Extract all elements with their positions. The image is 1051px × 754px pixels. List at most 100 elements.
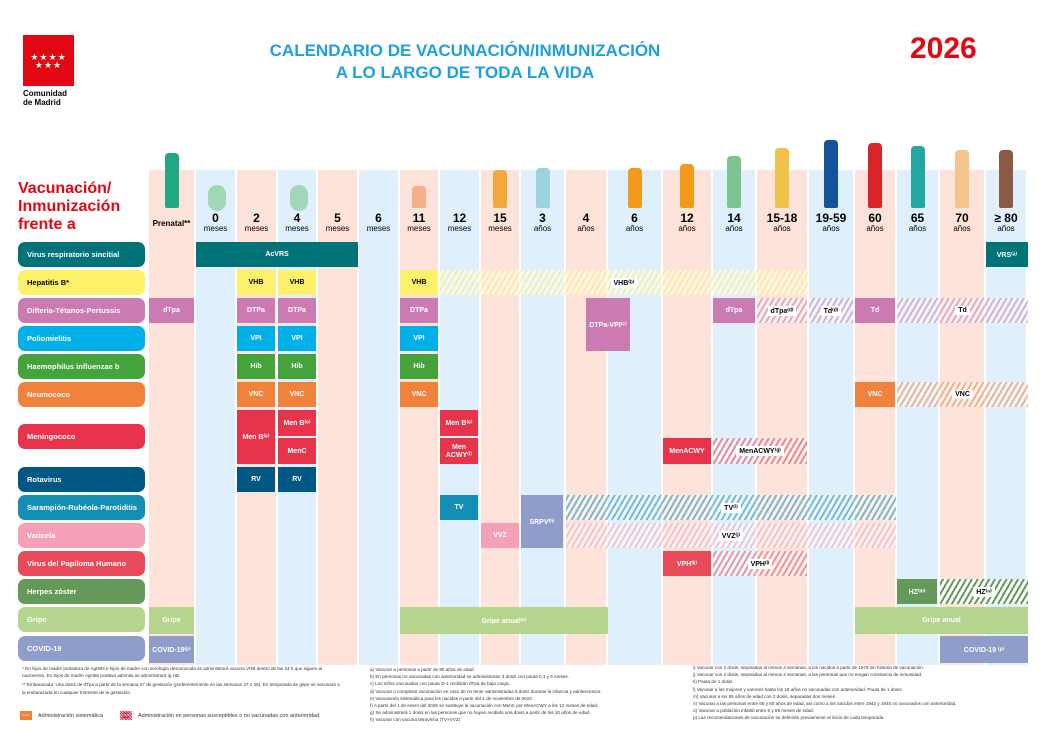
vaccine-cell: HZ⁽ᵐ⁾ (897, 579, 937, 604)
legend-systematic: Color Administración sistemática (20, 711, 103, 720)
vaccine-cell: MenACWY (663, 438, 711, 464)
person-figure-icon (290, 185, 308, 211)
vaccine-cell: VHB (237, 270, 275, 295)
age-header: 12 meses (447, 211, 472, 233)
vaccine-cell: dTpa (713, 298, 755, 323)
logo-text: Comunidad de Madrid (23, 89, 67, 107)
vaccine-cell: dTpa (149, 298, 194, 323)
age-column (566, 170, 606, 665)
vaccine-cell-catchup: HZ⁽ⁿ⁾ (940, 579, 1028, 604)
person-figure-icon (999, 150, 1013, 208)
vaccine-cell: VNC (278, 382, 316, 407)
age-header: 2 meses (244, 211, 269, 233)
vaccine-cell: Men B⁽ᵉ⁾ (278, 410, 316, 436)
age-column (855, 170, 895, 665)
age-header: 0 meses (203, 211, 228, 233)
vaccine-cell: VPI (278, 326, 316, 351)
age-header: Prenatal** (152, 219, 191, 228)
vaccine-cell: VVZ (481, 523, 519, 548)
legend-susceptible: Con rayas Administración en personas sus… (120, 711, 321, 720)
person-figure-icon (775, 148, 789, 208)
age-header: 65 años (908, 211, 927, 233)
disease-label: Varicela (18, 523, 145, 548)
age-column (359, 170, 398, 665)
page-title: CALENDARIO DE VACUNACIÓN/INMUNIZACIÓN A L… (269, 41, 661, 82)
footnotes-i-p: i) Vacunar con 2 dosis, separadas al men… (693, 665, 957, 721)
stars-icon: ★★★★ ★★★ (30, 51, 67, 70)
comunidad-madrid-logo: ★★★★ ★★★ (23, 35, 74, 86)
person-figure-icon (412, 186, 426, 208)
age-header: ≥ 80 años (994, 211, 1018, 233)
vaccine-cell-catchup: dTpa⁽ᵈ⁾ (757, 298, 807, 323)
person-figure-icon (727, 156, 741, 208)
vaccine-cell-catchup: VNC (897, 382, 1028, 407)
vaccine-cell: VNC (400, 382, 438, 407)
vaccine-cell: VHB (278, 270, 316, 295)
vaccine-cell: Men ACWY⁽ᶠ⁾ (440, 438, 478, 464)
vaccine-cell-catchup: VVZ⁽ʲ⁾ (566, 523, 896, 548)
person-figure-icon (824, 140, 838, 208)
age-header: 14 años (725, 211, 743, 233)
age-header: 11 meses (407, 211, 431, 233)
vaccine-cell: AcVRS (196, 242, 358, 267)
vaccine-cell-catchup: Td⁽ᵈ⁾ (809, 298, 853, 323)
section-heading: Vacunación/Inmunización frente a (18, 180, 121, 233)
vaccine-cell: DTPa (400, 298, 438, 323)
person-figure-icon (208, 185, 226, 211)
vaccine-cell: Gripe anual⁽ᵒ⁾ (400, 607, 608, 634)
age-header: 6 meses (366, 211, 391, 233)
vaccine-cell: DTPa (278, 298, 316, 323)
age-header: 3 años (533, 211, 552, 233)
vaccine-cell-catchup: TV⁽ⁱ⁾ (566, 495, 896, 520)
vaccine-cell: VRS⁽ᵃ⁾ (986, 242, 1028, 267)
disease-label: Hepatitis B* (18, 270, 145, 295)
vaccine-cell: COVID-19 ⁽ᵖ⁾ (940, 636, 1028, 663)
age-header: 19-59 años (815, 211, 847, 233)
vaccine-cell: RV (278, 467, 316, 492)
color-swatch-icon: Color (20, 711, 32, 720)
vaccine-cell-catchup: Td (897, 298, 1028, 323)
person-figure-icon (627, 168, 642, 208)
disease-label: Poliomielitis (18, 326, 145, 351)
age-column (400, 170, 438, 665)
vaccine-cell: Men B⁽ᵉ⁾ (440, 410, 478, 436)
disease-label: Rotavirus (18, 467, 145, 492)
vaccine-cell: VNC (237, 382, 275, 407)
vaccine-cell: DTPa (237, 298, 275, 323)
age-header: 15 meses (488, 211, 512, 233)
person-figure-icon (680, 164, 694, 208)
vaccine-cell: MenC (278, 438, 316, 464)
vaccine-cell: Gripe anual (855, 607, 1028, 634)
age-header: 70 años (953, 211, 971, 233)
person-figure-icon (868, 143, 882, 208)
age-column (809, 170, 853, 665)
person-figure-icon (955, 150, 969, 208)
age-header: 15-18 años (766, 211, 798, 233)
person-figure-icon (493, 170, 507, 208)
disease-label: Virus respiratorio sincitial (18, 242, 145, 267)
disease-label: Meningococo (18, 424, 145, 449)
footnotes-a-h: a) Vacunar a personas a partir de 80 año… (370, 667, 602, 723)
disease-label: Haemophilus influenzae b (18, 354, 145, 379)
disease-label: Virus del Papiloma Humano (18, 551, 145, 576)
vaccine-cell: TV (440, 495, 478, 520)
vaccine-cell: Td (855, 298, 895, 323)
vaccine-cell-catchup: VHB⁽ᵇ⁾ (440, 270, 808, 295)
age-header: 12 años (678, 211, 696, 233)
vaccine-cell: COVID-19⁽ᵖ⁾ (149, 636, 194, 663)
age-column (149, 170, 194, 665)
age-column (608, 170, 661, 665)
age-header: 60 años (866, 211, 884, 233)
vaccine-cell: VPI (400, 326, 438, 351)
vaccine-cell: DTPa-VPI⁽ᶜ⁾ (586, 298, 630, 351)
vaccine-cell-catchup: VPH⁽ˡ⁾ (713, 551, 807, 576)
age-column (757, 170, 807, 665)
age-header: 4 meses (285, 211, 309, 233)
disease-label: Sarampión-Rubéola-Parotiditis (18, 495, 145, 520)
vaccine-cell: VHB (400, 270, 438, 295)
vaccine-cell: VNC (855, 382, 895, 407)
disease-label: Gripe (18, 607, 145, 632)
age-header: 5 meses (325, 211, 350, 233)
disease-label: Herpes zóster (18, 579, 145, 604)
vaccine-cell: SRPV⁽ʰ⁾ (521, 495, 563, 548)
